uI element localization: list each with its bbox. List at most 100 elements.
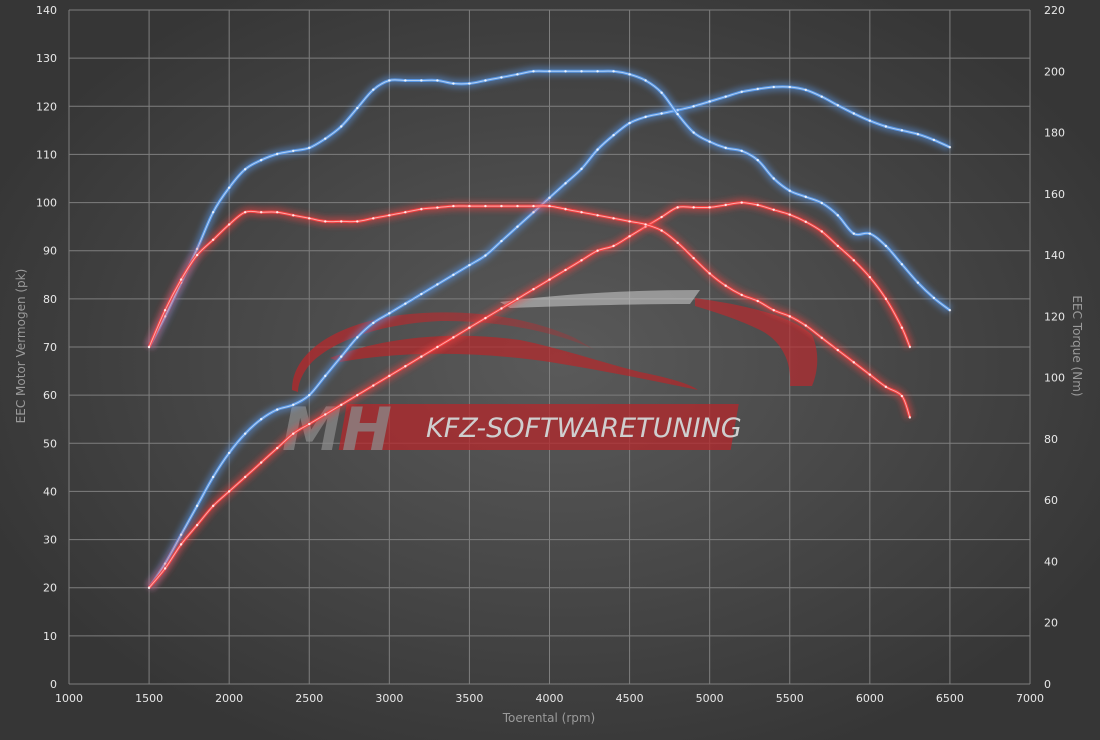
- data-point: [804, 220, 807, 224]
- data-point: [564, 268, 567, 272]
- data-point: [580, 167, 583, 171]
- data-point: [372, 217, 375, 220]
- data-point: [356, 220, 359, 223]
- y2-tick-label: 0: [1044, 678, 1051, 691]
- data-point: [788, 213, 791, 216]
- data-point: [195, 523, 199, 527]
- data-point: [900, 129, 904, 132]
- data-point: [740, 90, 743, 94]
- data-point: [404, 365, 407, 368]
- data-point: [195, 253, 199, 257]
- data-point: [692, 131, 695, 134]
- data-point: [227, 223, 231, 226]
- data-point: [227, 186, 231, 189]
- data-point: [388, 79, 391, 82]
- data-point: [644, 223, 647, 226]
- data-point: [804, 195, 807, 199]
- data-point: [932, 296, 936, 300]
- data-point: [948, 309, 952, 312]
- x-tick-label: 4500: [616, 692, 644, 705]
- data-point: [532, 288, 535, 291]
- data-point: [900, 394, 904, 398]
- data-point: [436, 206, 439, 209]
- data-point: [356, 336, 359, 339]
- data-point: [227, 490, 231, 493]
- data-point: [580, 259, 583, 262]
- data-point: [564, 70, 567, 73]
- data-point: [724, 284, 727, 287]
- data-point: [516, 73, 519, 76]
- data-point: [852, 361, 856, 364]
- data-point: [788, 85, 791, 89]
- data-point: [500, 76, 503, 79]
- data-point: [340, 220, 343, 223]
- x-tick-label: 6500: [936, 692, 964, 705]
- data-point: [772, 177, 775, 180]
- data-point: [292, 149, 295, 153]
- data-point: [308, 422, 311, 426]
- data-point: [163, 567, 167, 570]
- data-point: [564, 182, 567, 185]
- data-point: [147, 345, 151, 349]
- data-point: [868, 373, 872, 376]
- data-point: [708, 206, 711, 209]
- left-axis-ticks: 0 10 20 30 40 50 60 70 80 90 100 110 120 130 140: [36, 4, 57, 691]
- data-point: [436, 283, 439, 286]
- right-axis-ticks: 0 20 40 60 80 100 120 140 160 180 200 220: [1044, 4, 1065, 691]
- data-point: [836, 214, 839, 217]
- data-point: [324, 220, 327, 223]
- data-point: [372, 321, 375, 325]
- data-point: [179, 543, 183, 546]
- data-point: [276, 211, 279, 214]
- data-point: [908, 416, 912, 419]
- x-tick-label: 1500: [135, 692, 163, 705]
- data-point: [292, 403, 295, 406]
- data-point: [852, 232, 856, 235]
- data-point: [356, 393, 359, 397]
- y2-tick-label: 120: [1044, 310, 1065, 323]
- x-tick-label: 1000: [55, 692, 83, 705]
- data-point: [211, 475, 215, 479]
- x-tick-label: 2500: [295, 692, 323, 705]
- data-point: [179, 278, 183, 281]
- data-point: [243, 168, 247, 171]
- data-point: [308, 146, 311, 150]
- data-point: [708, 272, 711, 275]
- data-point: [628, 235, 631, 238]
- data-point: [612, 133, 615, 137]
- y2-tick-label: 160: [1044, 188, 1065, 201]
- data-point: [468, 204, 471, 208]
- data-point: [484, 79, 487, 82]
- watermark-banner: [338, 404, 739, 450]
- data-point: [836, 244, 839, 248]
- data-point: [308, 393, 311, 397]
- data-point: [548, 70, 551, 73]
- data-point: [692, 206, 695, 209]
- data-point: [340, 403, 343, 406]
- tuned-power-series: [145, 82, 952, 591]
- data-point: [548, 196, 551, 199]
- data-point: [852, 112, 856, 115]
- y-tick-label: 110: [36, 148, 57, 161]
- data-point: [884, 297, 888, 301]
- data-point: [788, 189, 791, 192]
- data-point: [772, 208, 775, 211]
- y-tick-label: 90: [43, 245, 57, 258]
- data-point: [916, 281, 920, 284]
- data-point: [420, 292, 423, 296]
- data-point: [324, 413, 327, 416]
- data-point: [500, 204, 503, 208]
- data-point: [532, 204, 535, 208]
- data-point: [484, 316, 487, 320]
- data-point: [580, 70, 583, 73]
- watermark-text: KFZ-SOFTWARETUNING: [426, 413, 742, 444]
- data-point: [388, 214, 391, 217]
- data-point: [436, 345, 439, 349]
- data-point: [676, 112, 679, 116]
- data-point: [548, 204, 551, 208]
- data-point: [179, 533, 183, 536]
- tuned-torque-series: [145, 66, 953, 350]
- data-point: [884, 125, 888, 128]
- data-point: [564, 207, 567, 211]
- data-point: [660, 112, 663, 115]
